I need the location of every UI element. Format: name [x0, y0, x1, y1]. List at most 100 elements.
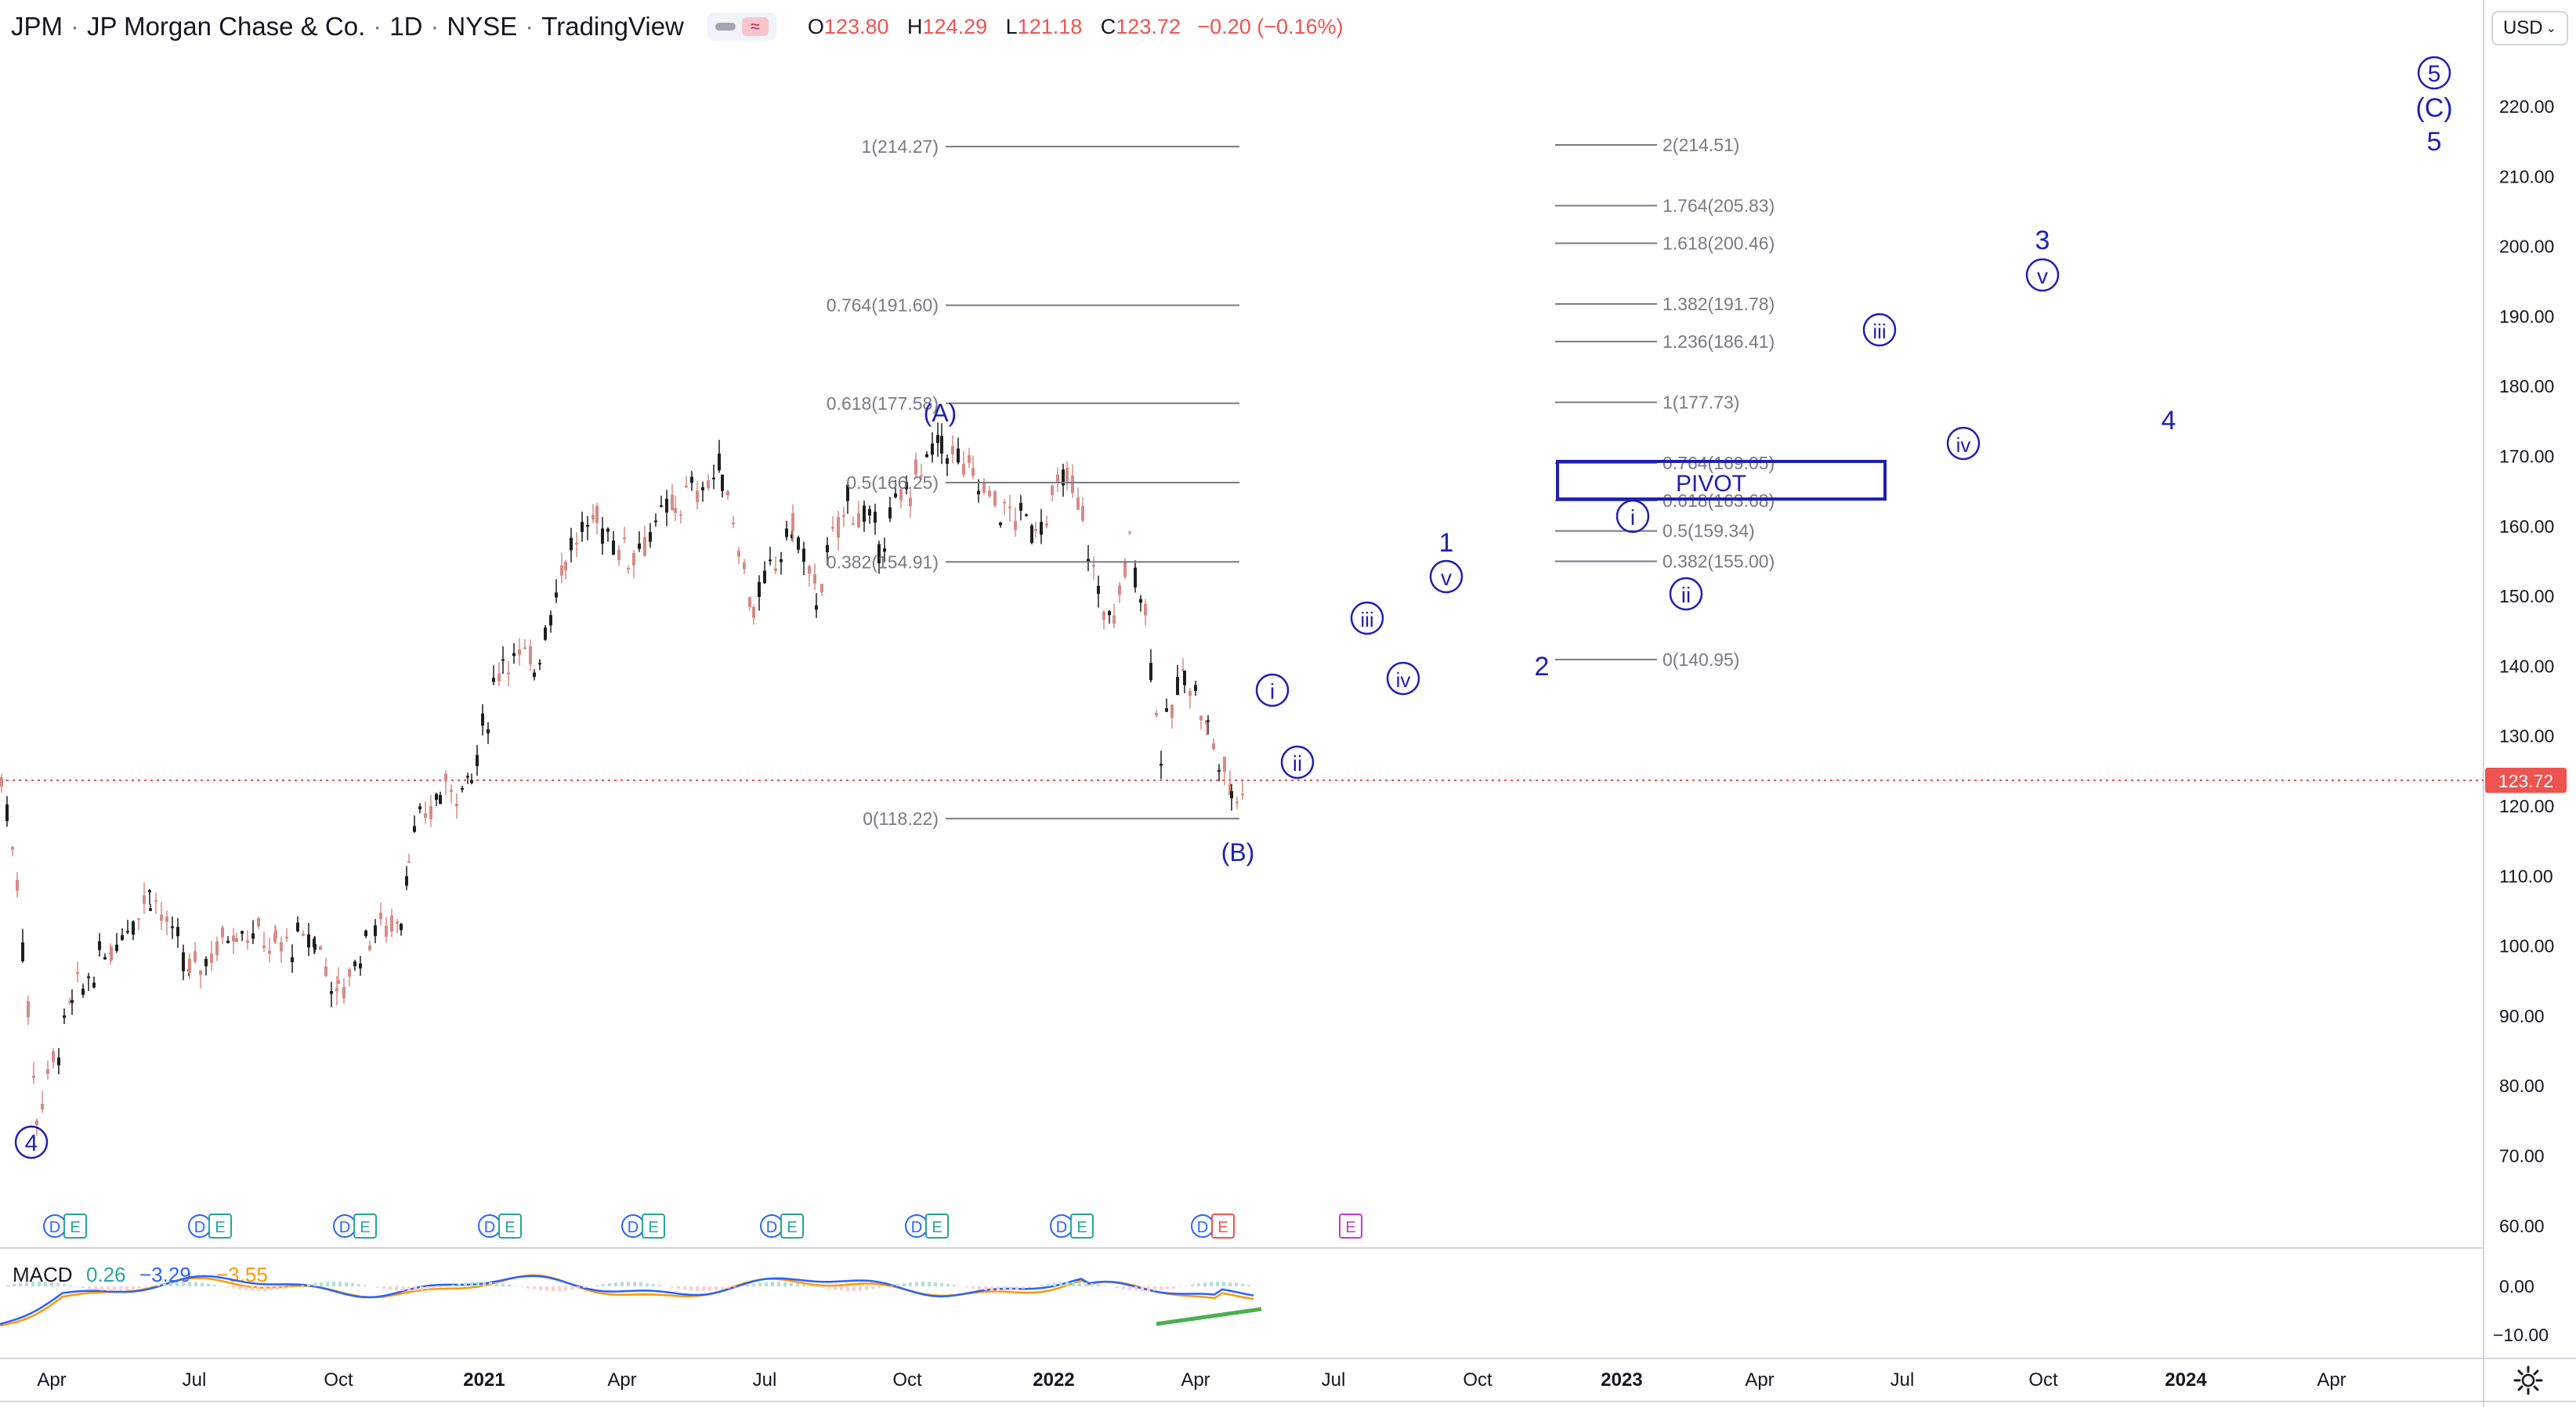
macd-histogram-bar — [689, 1286, 693, 1291]
macd-histogram-bar — [1122, 1286, 1125, 1289]
macd-histogram-bar — [276, 1286, 279, 1290]
candle-body — [149, 908, 152, 911]
time-axis-label: 2023 — [1601, 1369, 1642, 1391]
candle-body — [791, 512, 794, 531]
fib-level-label: 1(177.73) — [1662, 392, 1739, 412]
macd-histogram-bar — [1084, 1282, 1087, 1286]
candle-body — [1051, 486, 1054, 495]
candle-body — [188, 958, 191, 973]
fib-level-label: 1.382(191.78) — [1662, 294, 1775, 314]
time-axis-label: Oct — [2028, 1369, 2058, 1391]
candle-body — [852, 523, 855, 526]
candle-body — [1034, 529, 1037, 531]
candle-body — [533, 672, 536, 678]
candle-body — [586, 524, 589, 527]
elliott-wave-labels: 4 (A) (B) i ii iii iv v 1 2 i ii iii iv … — [14, 56, 2453, 1159]
earnings-marker-icon[interactable] — [498, 1213, 522, 1239]
macd-histogram-bar — [1078, 1282, 1081, 1286]
macd-label[interactable]: MACD — [13, 1263, 73, 1286]
candle-body — [846, 484, 849, 501]
candle-body — [1194, 685, 1197, 691]
price-axis[interactable]: 220.00 210.00 200.00 190.00 180.00 170.00 160.… — [2499, 96, 2554, 1236]
macd-histogram-bar — [1116, 1286, 1119, 1289]
time-axis-label: 2022 — [1033, 1369, 1074, 1391]
candle-body — [813, 574, 816, 584]
macd-histogram-bar — [884, 1286, 887, 1287]
macd-histogram-bar — [564, 1286, 567, 1291]
future-earnings-marker-icon[interactable] — [1339, 1213, 1362, 1239]
fib-extension-right[interactable]: 2(214.51) 1.764(205.83) 1.618(200.46) 1.382… — [1555, 135, 1775, 670]
candle-body — [831, 526, 834, 529]
candle-body — [909, 497, 912, 507]
macd-histogram-bar — [777, 1282, 780, 1286]
candle-body — [319, 946, 322, 950]
time-axis-label: Jul — [1890, 1369, 1915, 1391]
candle-body — [737, 551, 740, 557]
macd-histogram-bar — [758, 1282, 762, 1286]
macd-histogram-bar — [1191, 1284, 1194, 1286]
earnings-marker-icon[interactable] — [925, 1213, 949, 1239]
macd-histogram-bar — [119, 1286, 122, 1291]
macd-histogram-bar — [602, 1284, 605, 1286]
earnings-marker-icon[interactable] — [208, 1213, 232, 1239]
fib-retracement-left[interactable]: 1(214.27) 0.764(191.60) 0.618(177.58) 0.5(1… — [827, 136, 1239, 829]
price-tick: 120.00 — [2499, 796, 2554, 816]
candle-body — [407, 861, 411, 863]
earnings-marker-icon[interactable] — [1070, 1213, 1094, 1239]
candle-body — [883, 548, 886, 552]
macd-histogram-bar — [620, 1282, 624, 1286]
candle-body — [905, 482, 908, 490]
candle-body — [121, 935, 124, 940]
macd-histogram-bar — [1172, 1286, 1175, 1289]
candle-body — [665, 498, 668, 513]
pivot-label: PIVOT — [1676, 471, 1746, 497]
macd-histogram-bar — [871, 1286, 874, 1289]
candle-body — [476, 754, 479, 766]
time-axis[interactable]: Apr Jul Oct 2021 Apr Jul Oct 2022 Apr Jul Oct 2023 A… — [37, 1369, 2346, 1391]
earnings-marker-icon[interactable] — [63, 1213, 87, 1239]
candle-body — [226, 940, 230, 943]
candle-body — [0, 776, 3, 787]
earnings-marker-icon[interactable] — [780, 1213, 804, 1239]
macd-histogram-bar — [859, 1286, 862, 1291]
earnings-marker-icon[interactable] — [1211, 1213, 1235, 1239]
time-axis-label: Apr — [37, 1369, 66, 1391]
wave-v-label: v — [1441, 566, 1452, 590]
symbol-name[interactable]: JP Morgan Chase & Co. — [87, 12, 366, 41]
candle-body — [232, 935, 235, 942]
earnings-marker-icon[interactable] — [353, 1213, 377, 1239]
fib-level-label: 0.618(177.58) — [827, 393, 939, 414]
candle-body — [920, 475, 923, 477]
candle-body — [246, 940, 249, 943]
macd-histogram-bar — [81, 1286, 85, 1288]
symbol-ticker[interactable]: JPM — [11, 12, 63, 41]
macd-histogram-bar — [539, 1286, 542, 1290]
legend-toggle-button[interactable]: ≈ — [707, 13, 776, 41]
candle-body — [512, 653, 516, 656]
candle-body — [1207, 720, 1210, 722]
bullish-divergence-line[interactable] — [1156, 1307, 1262, 1326]
time-axis-label: 2024 — [2165, 1369, 2207, 1391]
pivot-zone-box[interactable] — [1556, 460, 1887, 501]
candle-body — [627, 567, 630, 570]
candle-body — [1241, 794, 1244, 796]
candle-body — [718, 453, 721, 471]
time-axis-label: Jul — [183, 1369, 207, 1391]
macd-histogram-bar — [432, 1286, 436, 1289]
macd-histogram-bar — [671, 1286, 674, 1288]
earnings-marker-icon[interactable] — [642, 1213, 665, 1239]
candle-body — [52, 1051, 55, 1062]
candle-body — [76, 971, 79, 974]
candle-body — [977, 490, 980, 494]
interval-label[interactable]: 1D — [389, 12, 423, 41]
wave-i-circle-icon — [1255, 673, 1290, 707]
settings-gear-icon[interactable] — [2513, 1365, 2544, 1396]
wave-5-circle-icon — [2417, 56, 2451, 90]
macd-pane[interactable] — [0, 1274, 1257, 1327]
currency-selector[interactable]: USD ⌄ — [2491, 11, 2568, 45]
candle-body — [27, 1001, 30, 1018]
macd-histogram-bar — [382, 1286, 385, 1289]
candle-body — [1217, 769, 1221, 772]
